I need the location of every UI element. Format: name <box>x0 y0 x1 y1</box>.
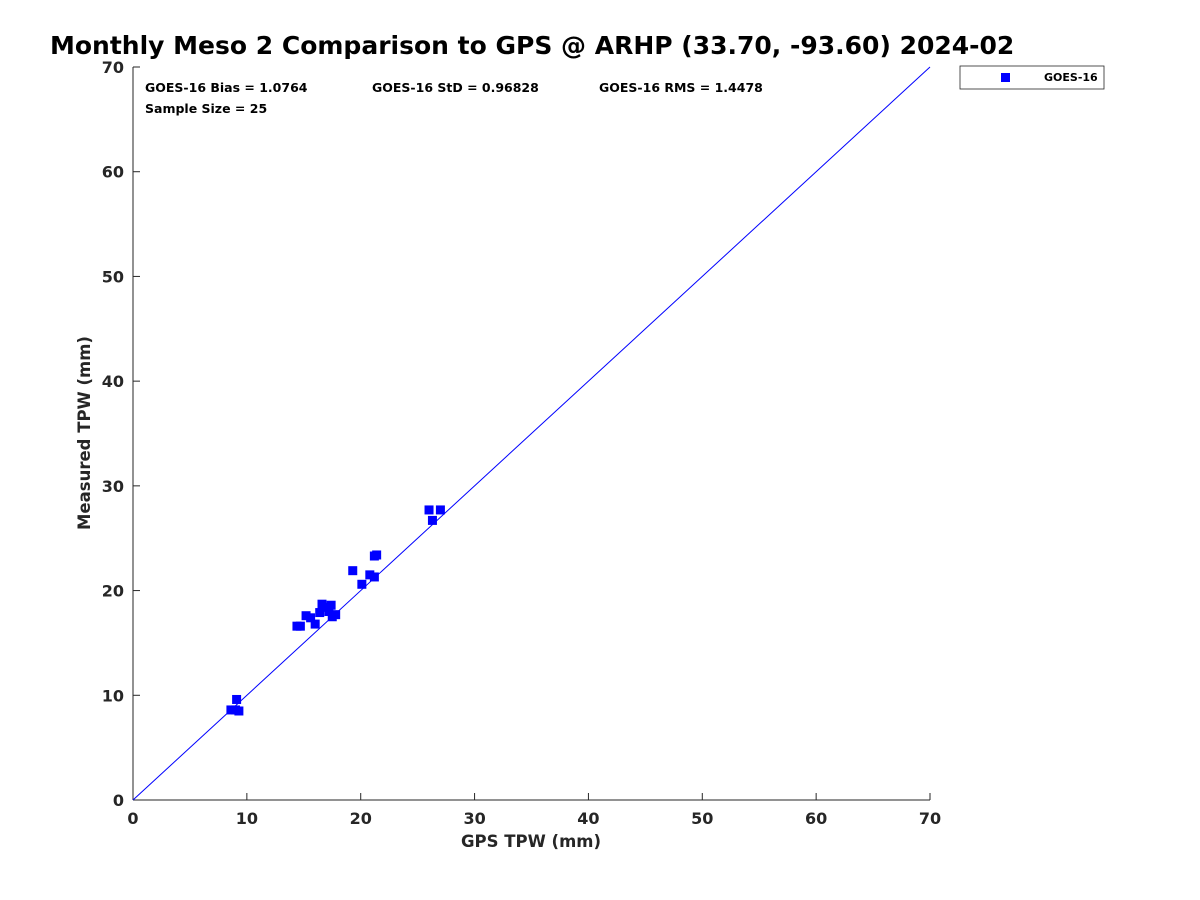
x-tick-label: 60 <box>805 809 827 828</box>
x-tick-label: 30 <box>463 809 485 828</box>
data-point <box>424 505 434 515</box>
one-to-one-reference-line <box>132 66 931 801</box>
x-tick-label: 40 <box>577 809 599 828</box>
y-tick-label: 0 <box>113 791 124 810</box>
data-point <box>324 607 334 617</box>
data-point <box>306 613 316 623</box>
scatter-points <box>226 505 445 716</box>
stat-sample-size: Sample Size = 25 <box>145 101 267 116</box>
chart-title: Monthly Meso 2 Comparison to GPS @ ARHP … <box>50 31 1014 60</box>
data-point <box>435 505 445 515</box>
data-point <box>348 566 358 576</box>
x-tick-label: 50 <box>691 809 713 828</box>
x-axis-label: GPS TPW (mm) <box>461 832 601 851</box>
data-point <box>317 599 327 609</box>
data-point <box>315 608 325 618</box>
data-point <box>365 570 375 580</box>
data-point <box>331 610 341 620</box>
axes <box>132 67 930 801</box>
y-axis-label: Measured TPW (mm) <box>75 336 94 530</box>
data-point <box>369 572 379 582</box>
data-point <box>372 550 382 560</box>
x-tick-label: 0 <box>127 809 138 828</box>
data-point <box>226 705 236 715</box>
data-point <box>234 706 244 716</box>
x-tick-label: 20 <box>350 809 372 828</box>
x-ticks: 0 10 20 30 40 50 60 70 <box>127 793 941 828</box>
legend-box <box>959 65 1105 90</box>
y-tick-label: 20 <box>102 582 124 601</box>
data-point <box>301 611 311 621</box>
legend-label-goes16: GOES-16 <box>1044 71 1098 84</box>
data-point <box>357 579 367 589</box>
stat-std: GOES-16 StD = 0.96828 <box>372 80 539 95</box>
y-tick-label: 60 <box>102 163 124 182</box>
x-tick-label: 10 <box>236 809 258 828</box>
legend: GOES-16 <box>959 65 1105 90</box>
stat-rms: GOES-16 RMS = 1.4478 <box>599 80 763 95</box>
data-point <box>427 515 437 525</box>
stat-bias: GOES-16 Bias = 1.0764 <box>145 80 308 95</box>
y-tick-label: 50 <box>102 267 124 286</box>
data-point <box>326 600 336 610</box>
legend-marker-square <box>1001 73 1010 82</box>
y-tick-label: 30 <box>102 477 124 496</box>
y-ticks: 0 10 20 30 40 50 60 70 <box>102 58 140 810</box>
x-tick-label: 70 <box>919 809 941 828</box>
y-tick-label: 70 <box>102 58 124 77</box>
data-point <box>295 621 305 631</box>
y-tick-label: 40 <box>102 372 124 391</box>
stats-block: GOES-16 Bias = 1.0764 GOES-16 StD = 0.96… <box>145 80 763 116</box>
data-point <box>232 694 242 704</box>
y-tick-label: 10 <box>102 686 124 705</box>
data-point <box>310 619 320 629</box>
